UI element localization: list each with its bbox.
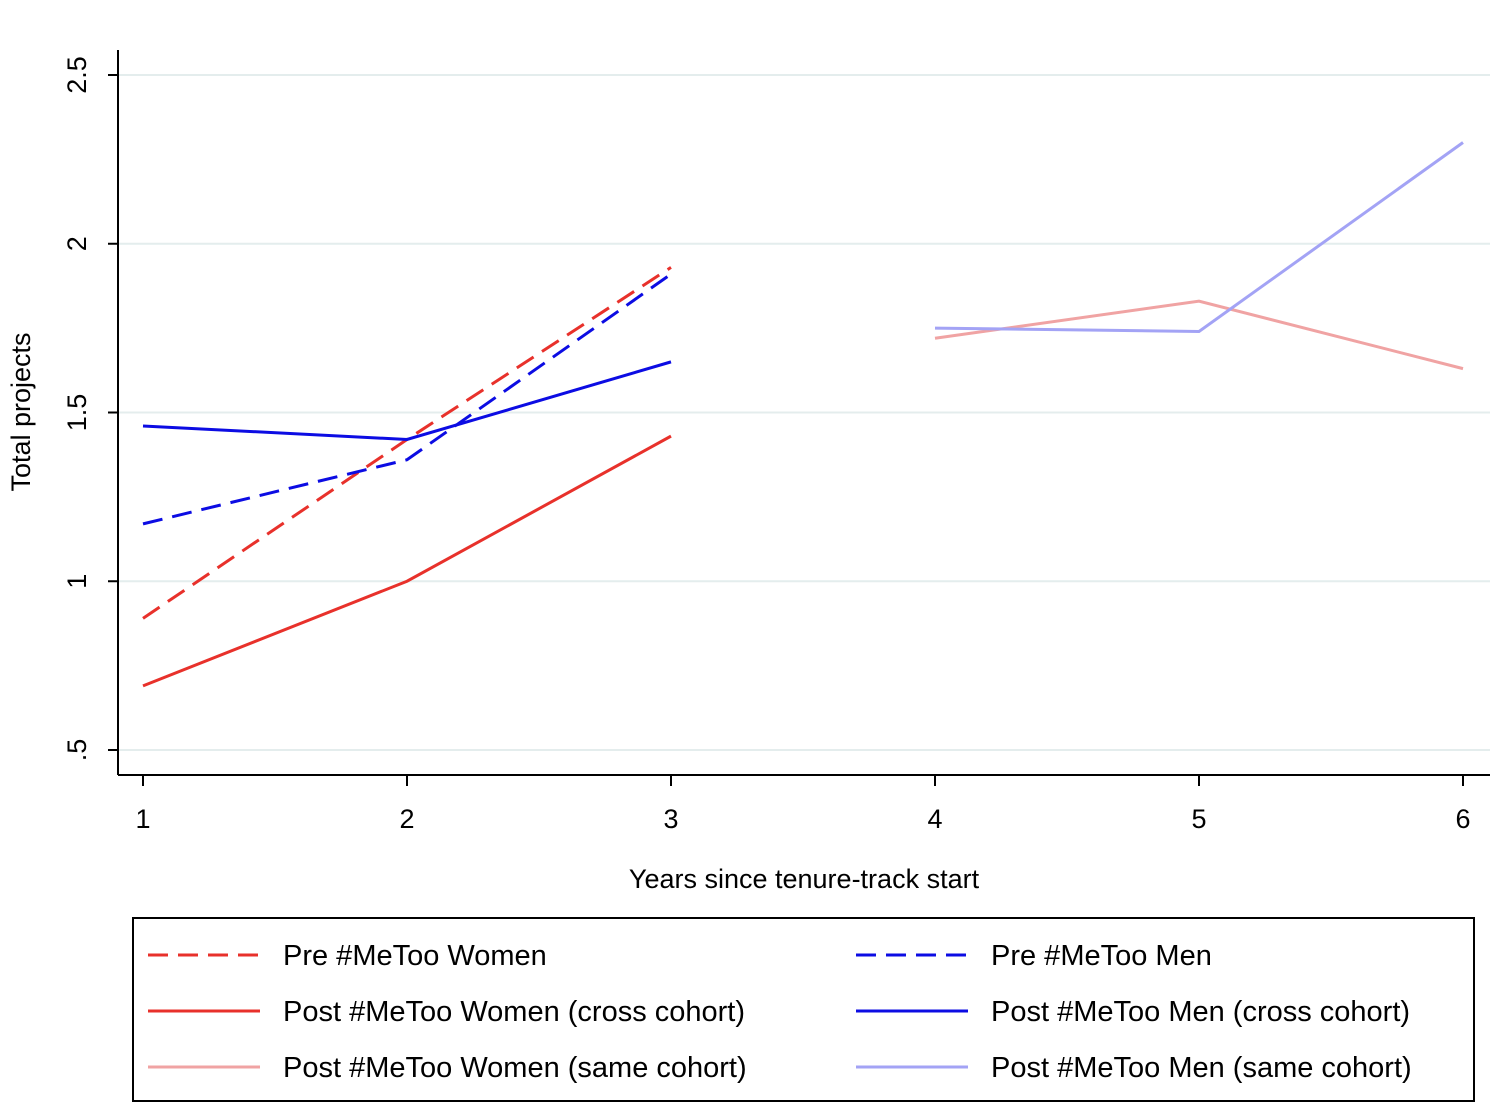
x-tick-label: 2: [399, 804, 414, 834]
x-tick-label: 3: [663, 804, 678, 834]
y-tick-label: 2: [62, 236, 92, 251]
x-tick-label: 1: [135, 804, 150, 834]
legend-label: Post #MeToo Women (cross cohort): [283, 996, 745, 1028]
series-line: [142, 266, 672, 620]
series-line: [142, 360, 672, 442]
y-tick-label: .5: [62, 739, 92, 762]
legend-label: Post #MeToo Women (same cohort): [283, 1052, 747, 1084]
legend-label: Pre #MeToo Women: [283, 940, 547, 972]
y-axis-ticks: .5 1 1.5 2 2.5: [62, 56, 118, 761]
y-tick-label: 2.5: [62, 56, 92, 94]
x-axis-ticks: 1 2 3 4 5 6: [135, 775, 1471, 834]
y-axis-label: Total projects: [6, 332, 36, 491]
series-line: [934, 141, 1464, 334]
y-tick-label: 1: [62, 574, 92, 589]
series-line: [934, 299, 1464, 371]
series-line: [142, 434, 672, 688]
legend-box: [132, 917, 1475, 1102]
x-tick-label: 6: [1455, 804, 1470, 834]
x-tick-label: 4: [927, 804, 942, 834]
gridlines: [118, 74, 1490, 751]
legend: Pre #MeToo Women Pre #MeToo Men Post #MeTo…: [132, 917, 1475, 1102]
series-line: [142, 272, 672, 526]
series-lines: [142, 141, 1464, 688]
y-tick-label: 1.5: [62, 394, 92, 432]
legend-label: Post #MeToo Men (cross cohort): [991, 996, 1410, 1028]
legend-label: Post #MeToo Men (same cohort): [991, 1052, 1412, 1084]
x-axis-label: Years since tenure-track start: [629, 864, 980, 894]
x-tick-label: 5: [1191, 804, 1206, 834]
legend-label: Pre #MeToo Men: [991, 940, 1212, 972]
